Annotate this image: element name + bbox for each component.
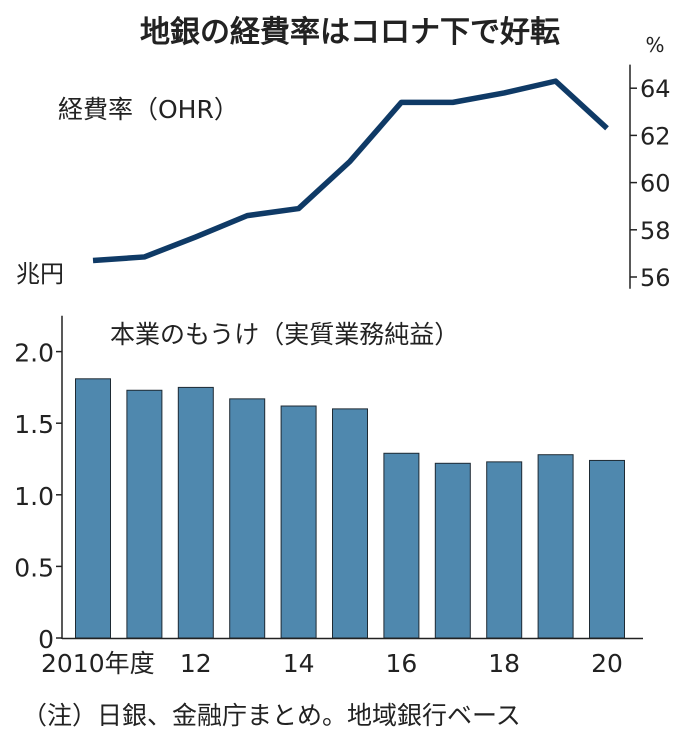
bar-2020: [589, 459, 625, 639]
bar-y-tick-label: 0.5: [14, 553, 54, 582]
bar-2014: [280, 405, 317, 639]
bar-2013: [229, 398, 266, 639]
line-series-label: 経費率（OHR）: [58, 95, 239, 124]
x-axis: 2010年度 12 14 16 18 20: [41, 637, 643, 678]
bar-y-tick-label: 1.5: [14, 410, 54, 439]
x-tick-label: 12: [180, 649, 212, 678]
line-y-tick-label: 64: [640, 75, 671, 103]
bar-2015: [332, 408, 368, 639]
x-tick-label: 14: [283, 649, 315, 678]
bar-y-tick-label: 0: [38, 625, 54, 654]
bar-series-label: 本業のもうけ（実質業務純益）: [110, 320, 459, 349]
bar-series: [75, 378, 625, 639]
chart-title: 地銀の経費率はコロナ下で好転: [140, 15, 560, 50]
bar-2016: [383, 452, 420, 639]
bar-y-tick-label: 2.0: [14, 339, 54, 368]
source-note: （注）日銀、金融庁まとめ。地域銀行ベース: [22, 701, 521, 730]
x-tick-label: 18: [488, 649, 520, 678]
line-y-tick-label: 58: [640, 217, 671, 245]
x-tick-label: 16: [385, 649, 417, 678]
line-y-tick-label: 56: [640, 264, 671, 292]
bar-2011: [126, 389, 163, 639]
x-tick-label: 20: [591, 649, 623, 678]
bar-2012: [177, 386, 214, 639]
bar-unit-label: 兆円: [16, 260, 64, 288]
line-y-tick-label: 62: [640, 122, 671, 150]
line-unit-label: %: [645, 33, 664, 57]
line-y-tick-label: 60: [640, 170, 671, 198]
bar-y-axis: 0 0.5 1.0 1.5 2.0: [14, 315, 63, 654]
bar-2018: [486, 461, 523, 639]
bar-y-tick-label: 1.0: [14, 482, 54, 511]
line-series: [92, 78, 609, 264]
bar-2010: [75, 378, 111, 639]
bar-2017: [434, 462, 471, 639]
bar-2019: [537, 454, 574, 639]
line-y-axis: 56 58 60 62 64: [629, 64, 671, 292]
x-tick-label: 2010年度: [41, 649, 155, 678]
